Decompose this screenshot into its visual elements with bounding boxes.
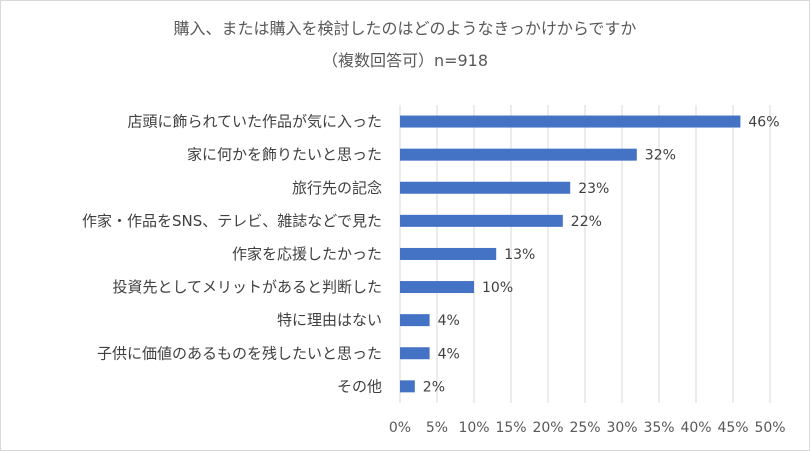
x-axis-tick-labels: 0% 5% 10% 15% 20% 25% 30% 35% 40% 45% 50% [389,420,786,436]
bar [400,347,430,360]
x-tick-label: 50% [754,420,785,436]
x-tick-label: 30% [606,420,637,436]
x-tick-label: 20% [532,420,563,436]
category-label: 旅行先の記念 [292,179,382,197]
data-label: 46% [748,115,779,131]
x-tick-label: 40% [680,420,711,436]
data-label: 13% [504,247,535,263]
x-tick-label: 10% [458,420,489,436]
x-tick-label: 0% [389,420,411,436]
x-tick-label: 25% [569,420,600,436]
bar [400,314,430,327]
x-tick-label: 45% [717,420,748,436]
data-label: 4% [438,346,460,362]
category-labels: 店頭に飾られていた作品が気に入った家に何かを飾りたいと思った旅行先の記念作家・作… [82,113,382,396]
x-tick-label: 5% [426,420,448,436]
bar [400,281,474,294]
data-label: 2% [423,379,445,395]
category-label: その他 [337,377,382,395]
chart-subtitle: （複数回答可）n=918 [322,51,488,70]
bars: 46% 32% 23% 22% 13% 10% 4% 4% 2% [400,115,780,395]
bar [400,148,637,161]
category-label: 作家・作品をSNS、テレビ、雑誌などで見た [82,212,382,230]
data-label: 10% [482,280,513,296]
category-label: 家に何かを飾りたいと思った [187,146,382,164]
x-tick-label: 35% [643,420,674,436]
bar [400,380,415,393]
category-label: 投資先としてメリットがあると判断した [112,278,382,296]
category-label: 店頭に飾られていた作品が気に入った [127,113,382,131]
bar [400,181,571,194]
data-label: 23% [578,181,609,197]
x-tick-label: 15% [495,420,526,436]
bar [400,214,563,227]
category-label: 子供に価値のあるものを残したいと思った [97,344,382,362]
category-label: 特に理由はない [277,311,382,329]
category-label: 作家を応援したかった [232,245,382,263]
data-label: 22% [571,214,602,230]
data-label: 4% [438,313,460,329]
bar [400,115,741,128]
data-label: 32% [645,148,676,164]
chart-title: 購入、または購入を検討したのはどのようなきっかけからですか [174,19,637,38]
bar [400,247,497,260]
